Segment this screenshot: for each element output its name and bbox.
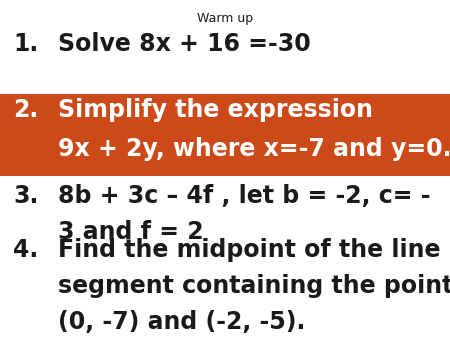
Text: (0, -7) and (-2, -5).: (0, -7) and (-2, -5). xyxy=(58,310,306,334)
Text: 4.: 4. xyxy=(14,238,39,262)
Text: 3 and f = 2: 3 and f = 2 xyxy=(58,220,204,244)
Text: 9x + 2y, where x=-7 and y=0.: 9x + 2y, where x=-7 and y=0. xyxy=(58,137,450,161)
Text: segment containing the points: segment containing the points xyxy=(58,274,450,298)
Text: Warm up: Warm up xyxy=(197,12,253,25)
Text: Solve 8x + 16 =-30: Solve 8x + 16 =-30 xyxy=(58,32,311,56)
Text: Simplify the expression: Simplify the expression xyxy=(58,98,374,122)
Text: 3.: 3. xyxy=(14,184,39,208)
Text: 8b + 3c – 4f , let b = -2, c= -: 8b + 3c – 4f , let b = -2, c= - xyxy=(58,184,431,208)
Text: Find the midpoint of the line: Find the midpoint of the line xyxy=(58,238,441,262)
Text: 1.: 1. xyxy=(14,32,39,56)
Text: 2.: 2. xyxy=(14,98,39,122)
Bar xyxy=(0,94,450,176)
